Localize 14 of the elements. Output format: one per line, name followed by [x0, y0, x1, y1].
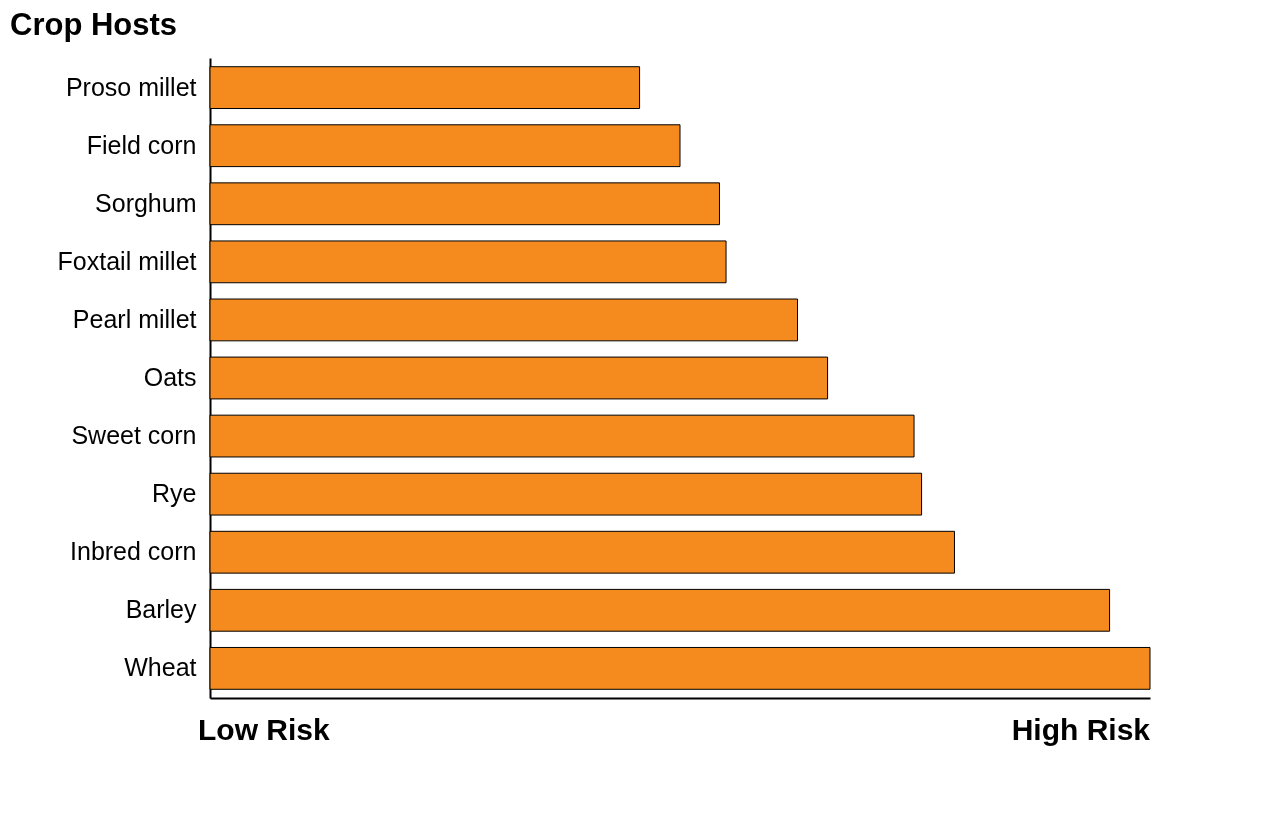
y-tick-label: Foxtail millet [57, 246, 197, 275]
y-tick-label: Wheat [124, 653, 197, 682]
text: High Risk [1011, 713, 1151, 746]
y-tick-label: Pearl millet [72, 304, 197, 333]
y-tick-label: Barley [125, 595, 197, 624]
y-tick-label: Field corn [86, 130, 197, 159]
y-tick-label: Oats [143, 363, 197, 391]
y-tick-label: Sweet corn [71, 421, 197, 450]
y-tick-label: Rye [152, 479, 197, 508]
y-tick-label: Sorghum [95, 188, 197, 217]
text: Low Risk [198, 713, 330, 746]
y-tick-label: Proso millet [65, 72, 197, 101]
y-tick-label: Inbred corn [70, 537, 197, 566]
chart-title: Crop Hosts [10, 7, 178, 42]
